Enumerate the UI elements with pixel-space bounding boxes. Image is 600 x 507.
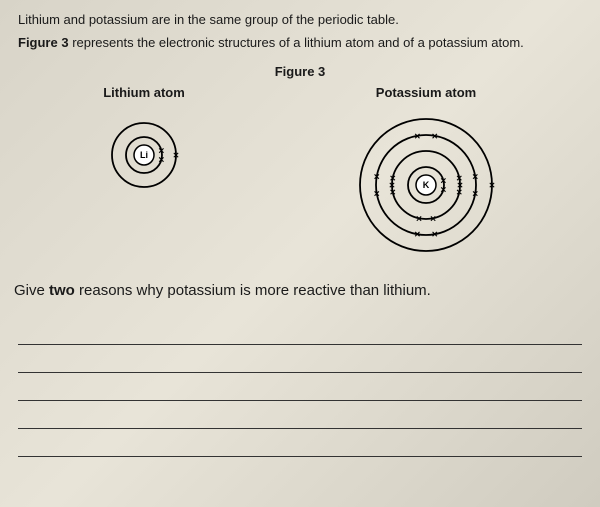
svg-text:✕: ✕ <box>430 214 437 223</box>
svg-text:✕: ✕ <box>414 230 421 239</box>
svg-text:✕: ✕ <box>158 156 165 165</box>
answer-line <box>18 323 582 345</box>
svg-text:✕: ✕ <box>373 190 380 199</box>
lithium-atom-diagram: Li✕✕✕ <box>99 110 189 200</box>
question-bold: two <box>49 282 75 299</box>
svg-text:✕: ✕ <box>440 176 447 185</box>
intro-text-2: Figure 3 represents the electronic struc… <box>18 35 582 50</box>
svg-text:✕: ✕ <box>431 132 438 141</box>
potassium-column: Potassium atom K✕✕✕✕✕✕✕✕✕✕✕✕✕✕✕✕✕✕✕ <box>351 85 501 260</box>
answer-line <box>18 379 582 401</box>
figure-title: Figure 3 <box>18 64 582 79</box>
svg-text:✕: ✕ <box>416 214 423 223</box>
answer-line <box>18 407 582 429</box>
svg-text:✕: ✕ <box>158 146 165 155</box>
svg-text:K: K <box>423 180 430 190</box>
svg-text:✕: ✕ <box>173 151 180 160</box>
answer-line <box>18 351 582 373</box>
lithium-label: Lithium atom <box>103 85 185 100</box>
potassium-label: Potassium atom <box>376 85 476 100</box>
intro-text-2-rest: represents the electronic structures of … <box>69 35 524 50</box>
svg-text:✕: ✕ <box>472 172 479 181</box>
question-text: Give two reasons why potassium is more r… <box>14 282 582 299</box>
answer-lines <box>18 323 582 457</box>
figure-ref: Figure 3 <box>18 35 69 50</box>
intro-text-1: Lithium and potassium are in the same gr… <box>18 12 582 27</box>
potassium-atom-diagram: K✕✕✕✕✕✕✕✕✕✕✕✕✕✕✕✕✕✕✕ <box>351 110 501 260</box>
svg-text:✕: ✕ <box>431 230 438 239</box>
svg-text:✕: ✕ <box>373 172 380 181</box>
lithium-column: Lithium atom Li✕✕✕ <box>99 85 189 200</box>
svg-text:Li: Li <box>140 150 148 160</box>
svg-text:✕: ✕ <box>440 186 447 195</box>
svg-text:✕: ✕ <box>456 188 463 197</box>
svg-text:✕: ✕ <box>389 174 396 183</box>
svg-text:✕: ✕ <box>489 181 496 190</box>
atoms-diagram-row: Lithium atom Li✕✕✕ Potassium atom K✕✕✕✕✕… <box>18 85 582 260</box>
svg-text:✕: ✕ <box>414 132 421 141</box>
answer-line <box>18 435 582 457</box>
question-rest: reasons why potassium is more reactive t… <box>75 282 431 299</box>
svg-text:✕: ✕ <box>472 190 479 199</box>
question-prefix: Give <box>14 282 49 299</box>
